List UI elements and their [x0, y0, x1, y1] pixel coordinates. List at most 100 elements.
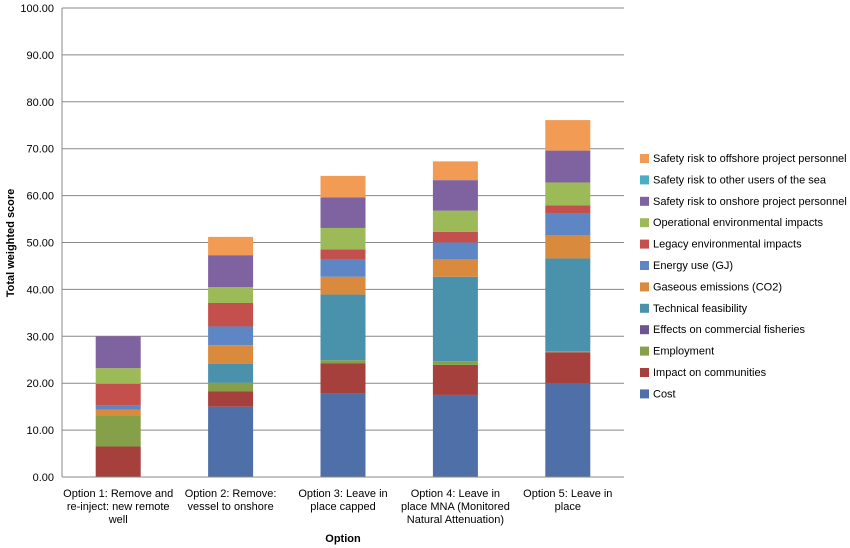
x-tick-label: place MNA (Monitored [401, 501, 510, 513]
x-tick-label: place capped [310, 501, 375, 513]
bar-segment [545, 383, 591, 477]
bar-segment [432, 394, 478, 477]
x-tick-label: Natural Attenuation) [407, 514, 504, 526]
bar-segment [320, 175, 366, 198]
legend-label: Effects on commercial fisheries [653, 324, 806, 336]
y-tick-label: 80.00 [26, 97, 54, 109]
bar-segment [545, 120, 591, 151]
bar-segment [320, 360, 366, 364]
legend-label: Impact on communities [653, 367, 767, 379]
y-tick-label: 50.00 [26, 238, 54, 250]
bar-segment [545, 258, 591, 352]
bar-segment [208, 363, 254, 383]
bar-segment [320, 197, 366, 228]
x-tick-label: Option 5: Leave in [523, 488, 612, 500]
axes [61, 8, 624, 478]
legend-swatch [640, 303, 649, 313]
legend-swatch [640, 239, 649, 249]
legend-swatch [640, 282, 649, 292]
bar-segment [208, 345, 254, 364]
legend-label: Gaseous emissions (CO2) [653, 281, 782, 293]
legend-label: Cost [653, 388, 676, 400]
bar-segment [320, 227, 366, 250]
bar-segment [432, 210, 478, 232]
x-tick-label: re-inject: new remote [67, 501, 170, 513]
x-tick-label: Option 3: Leave in [298, 488, 387, 500]
legend-label: Operational environmental impacts [653, 217, 823, 229]
legend-label: Technical feasibility [653, 303, 748, 315]
bar-segment [208, 287, 254, 304]
legend-swatch [640, 346, 649, 356]
bar-segment [208, 391, 254, 407]
bar-segment [208, 303, 254, 327]
bar-segment [320, 249, 366, 260]
bar-segment [95, 368, 141, 384]
y-tick-label: 100.00 [20, 3, 54, 15]
bar-segment [432, 361, 478, 365]
bar-segment [95, 405, 141, 410]
x-tick-label: Option 4: Leave in [411, 488, 500, 500]
bar-segment [208, 326, 254, 346]
y-tick-label: 20.00 [26, 378, 54, 390]
bar-segment [432, 180, 478, 211]
legend-swatch [640, 175, 649, 185]
x-tick-label: well [108, 514, 128, 526]
legend-label: Safety risk to offshore project personne… [653, 153, 847, 165]
y-tick-label: 40.00 [26, 284, 54, 296]
bar-segment [320, 259, 366, 277]
legend-label: Legacy environmental impacts [653, 239, 802, 251]
y-tick-label: 30.00 [26, 331, 54, 343]
bar-segment [432, 231, 478, 243]
y-tick-label: 70.00 [26, 144, 54, 156]
x-tick-label: Option 2: Remove: [185, 488, 277, 500]
bar-segment [208, 236, 254, 256]
x-tick-label: vessel to onshore [187, 501, 273, 513]
bar-segment [545, 182, 591, 206]
legend-label: Employment [653, 346, 714, 358]
y-tick-label: 90.00 [26, 50, 54, 62]
bar-segment [208, 382, 254, 392]
bar-segment [545, 234, 591, 259]
tick-labels: 0.00 10.00 20.00 30.00 40.00 50.00 60.00 70.00 8… [20, 3, 612, 526]
bar-segment [545, 352, 591, 384]
bar-segment [320, 393, 366, 477]
legend-label: Safety risk to onshore project personnel [653, 196, 847, 208]
y-tick-label: 60.00 [26, 191, 54, 203]
bar-segment [95, 446, 141, 477]
legend: Safety risk to offshore project personne… [640, 153, 847, 400]
bar-segment [95, 336, 141, 369]
bar-segment [320, 363, 366, 394]
legend-swatch [640, 218, 649, 228]
bar-segment [95, 409, 141, 416]
y-axis-title: Total weighted score [5, 189, 17, 298]
legend-swatch [640, 389, 649, 399]
legend-swatch [640, 154, 649, 163]
legend-swatch [640, 196, 649, 206]
bar-segment [432, 364, 478, 395]
bar-segment [95, 415, 141, 447]
legend-swatch [640, 261, 649, 270]
bar-segment [320, 276, 366, 295]
legend-label: Safety risk to other users of the sea [653, 174, 827, 186]
bar-segment [432, 161, 478, 181]
y-tick-label: 0.00 [33, 472, 54, 484]
bar-segment [320, 294, 366, 361]
y-tick-label: 10.00 [26, 425, 54, 437]
bar-segment [545, 205, 591, 214]
x-tick-label: Option 1: Remove and [63, 488, 173, 500]
bar-segment [545, 213, 591, 235]
legend-swatch [640, 368, 649, 377]
bar-segment [432, 259, 478, 277]
bar-segment [545, 150, 591, 183]
bar-segment [95, 383, 141, 406]
bar-segment [432, 242, 478, 260]
bar-segment [208, 406, 254, 477]
bar-segment [432, 276, 478, 362]
bar-segment [208, 255, 254, 288]
bars [95, 120, 591, 477]
legend-label: Energy use (GJ) [653, 260, 733, 272]
bar-segment [545, 351, 591, 353]
legend-swatch [640, 325, 649, 335]
